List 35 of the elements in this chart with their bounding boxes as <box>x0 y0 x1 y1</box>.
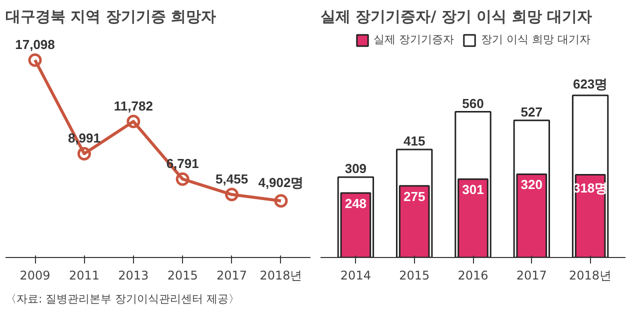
data-label: 415 <box>404 133 426 148</box>
text: 〈자료: 질병관리본부 장기이식관리센터 제공〉 <box>6 292 240 306</box>
chart-title: 실제 장기기증자/ 장기 이식 희망 대기자 <box>320 8 592 26</box>
data-label: 4,902명 <box>258 174 304 190</box>
x-tick-label: 2017 <box>516 268 547 282</box>
x-tick-label: 2009 <box>20 268 50 282</box>
x-tick-label: 2018년 <box>569 268 612 282</box>
data-label: 527 <box>520 104 543 120</box>
data-label: 301 <box>462 182 484 198</box>
data-label: 320 <box>520 177 543 192</box>
data-label: 623명 <box>572 76 608 92</box>
data-label: 560 <box>462 96 484 111</box>
point <box>77 146 91 160</box>
x-tick-label: 2011 <box>68 268 100 282</box>
point <box>274 194 288 208</box>
x-tick-label: 2013 <box>118 268 149 282</box>
x-tick-label: 2014 <box>340 268 371 282</box>
point <box>225 188 239 202</box>
data-label: 11,782 <box>114 98 153 114</box>
point <box>126 114 140 128</box>
data-label: 17,098 <box>15 37 55 52</box>
chart-title: 대구경북 지역 장기기증 희망자 <box>6 8 216 26</box>
data-label: 309 <box>344 161 367 176</box>
x-tick-label: 2018년 <box>260 268 302 282</box>
x-tick-label: 2015 <box>399 268 430 282</box>
x-tick-label: 2017 <box>216 268 248 282</box>
x-tick-label: 2015 <box>167 268 198 282</box>
point <box>28 53 42 67</box>
x-tick-label: 2016 <box>458 268 488 282</box>
data-label: 275 <box>404 188 426 204</box>
point <box>176 172 190 186</box>
data-label: 248 <box>344 196 367 211</box>
legend-label: 실제 장기기증자 <box>374 32 454 47</box>
data-label: 5,455 <box>216 172 248 187</box>
legend-label: 장기 이식 희망 대기자 <box>481 32 590 47</box>
